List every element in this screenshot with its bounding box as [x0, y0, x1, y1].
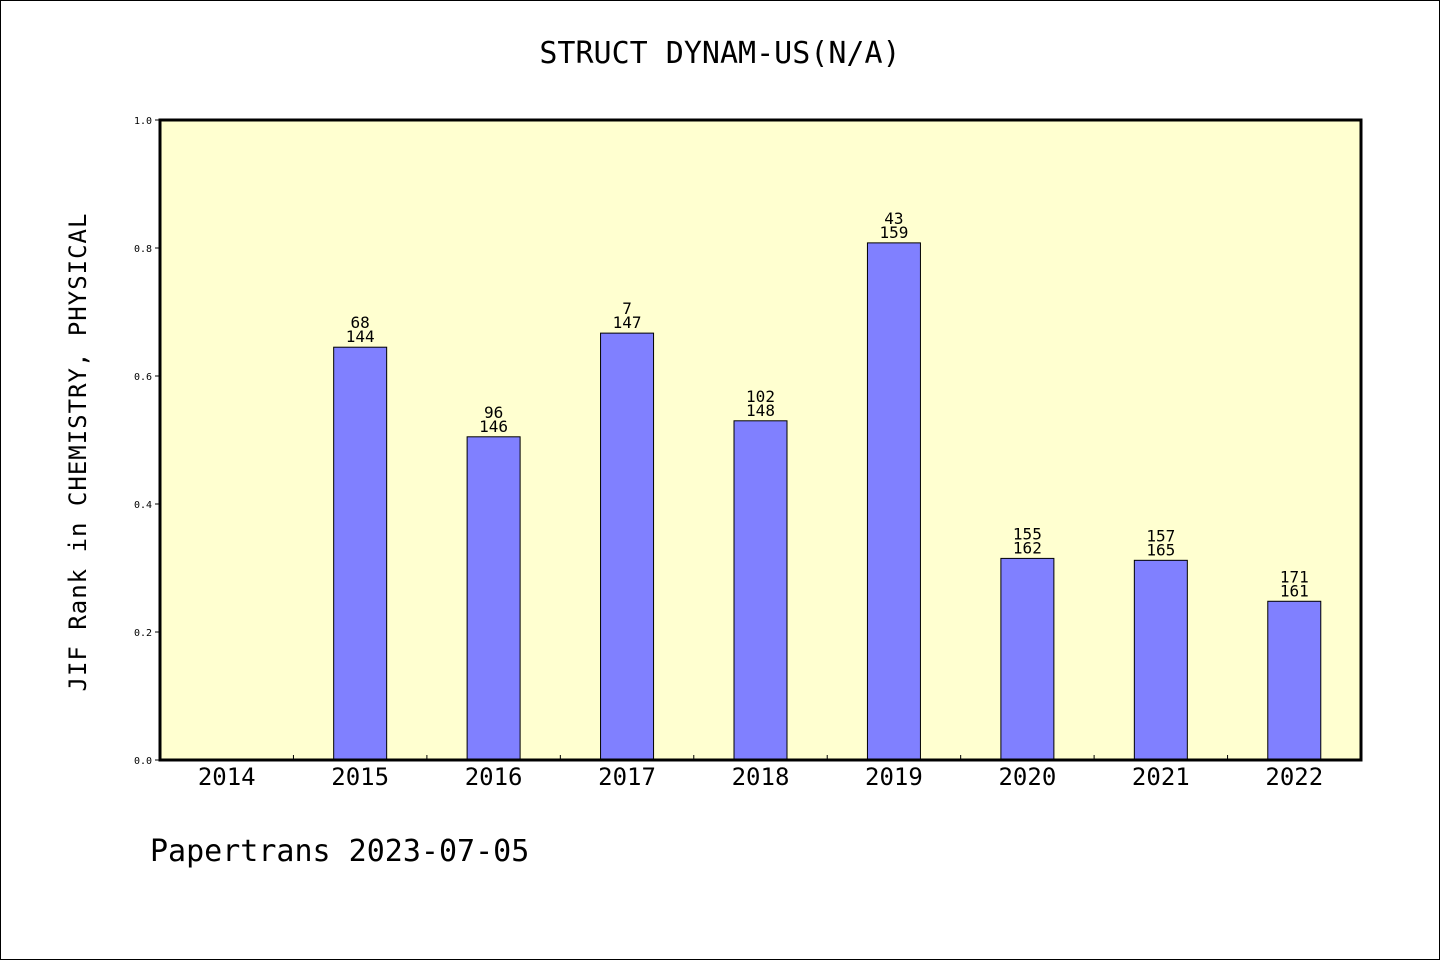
bar-2022 — [1267, 600, 1322, 761]
rank-label-2019: 43 — [884, 209, 903, 228]
bar-2015 — [333, 346, 388, 761]
total-label-2016: 146 — [479, 417, 508, 436]
y-tick-label: 0.6 — [134, 372, 152, 383]
bar-2021 — [1133, 559, 1188, 761]
x-tick-label-2017: 2017 — [598, 763, 656, 791]
total-label-2017: 147 — [613, 313, 642, 332]
total-label-2019: 159 — [879, 223, 908, 242]
x-tick-label-2016: 2016 — [465, 763, 523, 791]
x-tick-label-2022: 2022 — [1265, 763, 1323, 791]
rank-label-2015: 68 — [351, 313, 370, 332]
bar-2020 — [1000, 557, 1055, 761]
chart-title: STRUCT DYNAM-US(N/A) — [539, 36, 901, 71]
x-tick-label-2021: 2021 — [1132, 763, 1190, 791]
x-tick-label-2020: 2020 — [998, 763, 1056, 791]
total-label-2015: 144 — [346, 327, 375, 346]
x-tick-label-2014: 2014 — [198, 763, 256, 791]
total-label-2021: 165 — [1146, 540, 1175, 559]
rank-label-2020: 155 — [1013, 524, 1042, 543]
y-tick-label: 0.2 — [134, 628, 152, 639]
y-tick-label: 0.0 — [134, 756, 152, 767]
x-tick-label-2018: 2018 — [732, 763, 790, 791]
bar-2018 — [733, 420, 788, 761]
bar-2019 — [866, 242, 921, 761]
rank-label-2018: 102 — [746, 387, 775, 406]
total-label-2022: 161 — [1280, 581, 1309, 600]
bar-2017 — [600, 332, 655, 761]
plot-border — [158, 118, 1363, 762]
x-tick-label-2019: 2019 — [865, 763, 923, 791]
rank-label-2017: 7 — [622, 299, 632, 318]
y-tick-label: 0.4 — [134, 500, 152, 511]
x-tick-label-2015: 2015 — [331, 763, 389, 791]
rank-label-2021: 157 — [1146, 526, 1175, 545]
bar-2016 — [466, 436, 521, 761]
rank-label-2016: 96 — [484, 403, 503, 422]
footer-credit: Papertrans 2023-07-05 — [150, 834, 530, 869]
rank-label-2022: 171 — [1280, 567, 1309, 586]
total-label-2018: 148 — [746, 401, 775, 420]
y-tick-label: 1.0 — [134, 116, 152, 127]
total-label-2020: 162 — [1013, 538, 1042, 557]
y-tick-label: 0.8 — [134, 244, 152, 255]
